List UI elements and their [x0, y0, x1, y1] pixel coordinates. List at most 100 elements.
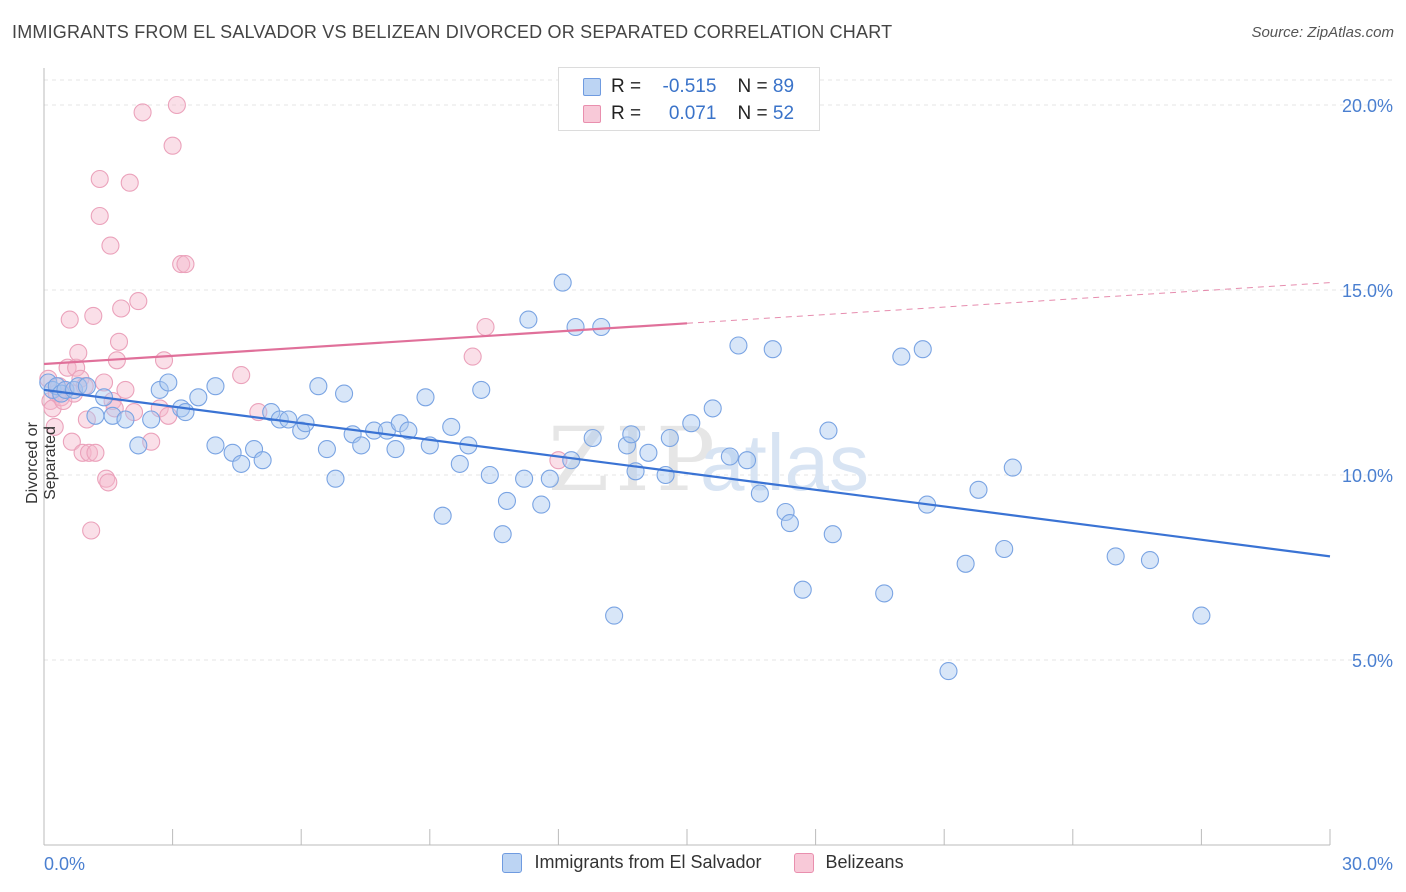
- data-point-el-salvador: [497, 491, 517, 510]
- data-point-el-salvador: [639, 443, 658, 462]
- data-point-el-salvador: [823, 525, 842, 544]
- data-point-el-salvador: [1192, 606, 1211, 625]
- correlation-legend: R = -0.515 N = 89 R = 0.071 N = 52: [558, 67, 820, 131]
- data-point-belizeans: [232, 366, 251, 385]
- data-point-el-salvador: [819, 421, 838, 440]
- r-label: R =: [611, 103, 642, 124]
- data-point-belizeans: [101, 236, 120, 255]
- axes: [43, 68, 1331, 846]
- n-value: 89: [772, 76, 795, 97]
- data-point-el-salvador: [386, 440, 405, 459]
- data-point-belizeans: [84, 306, 103, 325]
- trend-line-belizeans-extension: [686, 282, 1331, 324]
- source-label: Source: ZipAtlas.com: [1251, 24, 1394, 41]
- x-tick-label: 0.0%: [44, 854, 85, 874]
- data-point-belizeans: [45, 417, 64, 436]
- data-point-el-salvador: [352, 436, 371, 455]
- data-point-el-salvador: [995, 539, 1014, 559]
- data-point-belizeans: [154, 351, 174, 370]
- r-label: R =: [611, 76, 642, 97]
- r-value: -0.515: [662, 76, 717, 97]
- data-point-belizeans: [163, 136, 182, 155]
- data-point-el-salvador: [253, 451, 272, 470]
- x-tick-label: 30.0%: [1342, 854, 1393, 874]
- series-el-salvador-points: [39, 273, 1211, 681]
- legend-swatch: [502, 852, 523, 873]
- legend-row-el-salvador: R = -0.515 N = 89: [583, 75, 794, 99]
- data-point-el-salvador: [129, 436, 148, 455]
- data-point-el-salvador: [416, 388, 435, 407]
- data-point-el-salvador: [583, 428, 602, 448]
- data-point-el-salvador: [605, 606, 624, 625]
- data-point-el-salvador: [617, 436, 637, 455]
- data-point-el-salvador: [433, 506, 452, 525]
- data-point-el-salvador: [493, 525, 512, 544]
- data-point-el-salvador: [399, 421, 418, 440]
- data-point-el-salvador: [660, 428, 679, 448]
- data-point-belizeans: [90, 206, 109, 226]
- y-tick-label: 5.0%: [1352, 651, 1393, 671]
- data-point-el-salvador: [939, 662, 958, 681]
- data-point-belizeans: [476, 317, 495, 337]
- data-point-el-salvador: [326, 469, 345, 488]
- data-point-el-salvador: [875, 584, 894, 603]
- data-point-el-salvador: [703, 399, 722, 418]
- data-point-el-salvador: [566, 317, 585, 337]
- data-point-el-salvador: [892, 347, 911, 366]
- y-tick-label: 10.0%: [1342, 466, 1393, 486]
- chart-title: IMMIGRANTS FROM EL SALVADOR VS BELIZEAN …: [12, 22, 893, 42]
- data-point-el-salvador: [750, 484, 769, 503]
- swatch-belizeans: [583, 105, 601, 123]
- y-axis-label: Divorced or Separated: [24, 422, 59, 504]
- n-label: N =: [737, 103, 768, 124]
- data-point-belizeans: [112, 299, 131, 318]
- data-point-el-salvador: [206, 436, 225, 455]
- data-point-el-salvador: [682, 414, 701, 433]
- data-point-el-salvador: [562, 451, 581, 470]
- data-point-el-salvador: [519, 310, 538, 329]
- data-point-el-salvador: [176, 403, 195, 422]
- data-point-belizeans: [67, 358, 86, 377]
- legend-item-belizeans[interactable]: Belizeans: [793, 852, 904, 873]
- data-point-el-salvador: [737, 451, 757, 470]
- data-point-el-salvador: [309, 377, 328, 396]
- data-point-el-salvador: [86, 406, 105, 425]
- data-point-el-salvador: [442, 417, 461, 436]
- data-point-el-salvador: [592, 317, 611, 337]
- data-point-el-salvador: [480, 465, 499, 485]
- y-tick-label: 20.0%: [1342, 96, 1393, 116]
- r-value: 0.071: [668, 103, 717, 124]
- data-point-el-salvador: [159, 373, 178, 392]
- data-point-el-salvador: [969, 480, 988, 499]
- data-point-el-salvador: [232, 454, 251, 473]
- data-point-el-salvador: [776, 502, 795, 522]
- data-point-belizeans: [176, 255, 195, 274]
- legend-item-el-salvador[interactable]: Immigrants from El Salvador: [502, 852, 762, 873]
- data-point-belizeans: [463, 347, 482, 366]
- data-point-belizeans: [167, 95, 186, 115]
- data-point-el-salvador: [956, 554, 975, 573]
- watermark: ZIP atlas: [548, 408, 869, 511]
- data-point-el-salvador: [763, 340, 782, 359]
- legend-label: Belizeans: [825, 852, 904, 872]
- trend-line-el-salvador: [43, 388, 1331, 558]
- trend-line-belizeans: [43, 322, 688, 366]
- data-point-belizeans: [60, 310, 79, 329]
- data-point-belizeans: [109, 332, 129, 351]
- data-point-el-salvador: [1106, 547, 1125, 566]
- data-point-el-salvador: [189, 388, 208, 407]
- y-tick-label: 15.0%: [1342, 281, 1393, 301]
- data-point-el-salvador: [793, 580, 812, 599]
- data-point-el-salvador: [553, 273, 572, 292]
- data-point-belizeans: [116, 380, 135, 399]
- swatch-el-salvador: [583, 78, 601, 96]
- legend-swatch: [793, 852, 814, 873]
- data-point-belizeans: [73, 443, 92, 462]
- legend-label: Immigrants from El Salvador: [534, 852, 762, 872]
- data-point-belizeans: [133, 103, 152, 122]
- data-point-belizeans: [99, 473, 118, 492]
- data-point-el-salvador: [1003, 458, 1022, 477]
- data-point-el-salvador: [317, 440, 336, 459]
- series-legend: Immigrants from El Salvador Belizeans: [0, 852, 1406, 873]
